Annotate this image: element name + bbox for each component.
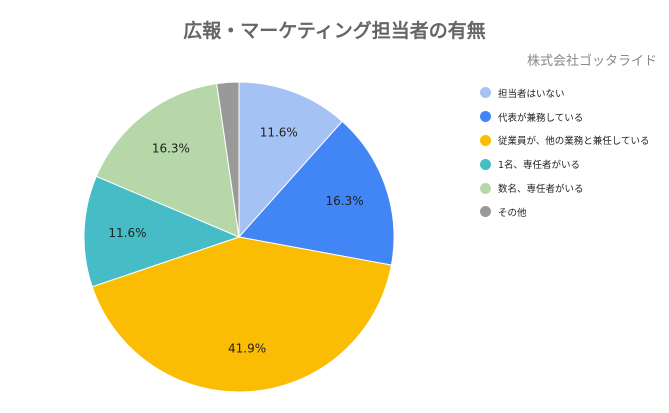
legend-swatch-3 [480, 158, 491, 170]
legend-label-2: 従業員が、他の業務と兼任している [498, 136, 650, 148]
legend: 担当者はいない代表が兼務している従業員が、他の業務と兼任している 1名、専任者がい… [480, 81, 650, 224]
chart-title: 広報・マーケティング担当者の有無 [183, 20, 486, 42]
slice-data-label-1: 16.3% [326, 194, 364, 208]
legend-label-1: 代表が兼務している [498, 112, 584, 124]
legend-swatch-5 [480, 206, 491, 218]
legend-item-4: 数名、専任者がいる [480, 176, 650, 200]
pie-slice-0 [238, 81, 343, 239]
slice-data-label-2: 41.9% [228, 341, 266, 355]
legend-item-2: 従業員が、他の業務と兼任している [480, 129, 650, 153]
slice-data-label-0: 11.6% [260, 126, 298, 140]
slice-data-label-3: 11.6% [108, 226, 146, 240]
legend-swatch-2 [480, 134, 491, 146]
chart-subtitle: 株式会社ゴッタライド [526, 54, 657, 69]
legend-swatch-0 [480, 87, 491, 99]
legend-item-0: 担当者はいない [480, 81, 650, 105]
pie-slice-3 [83, 175, 241, 288]
legend-label-0: 担当者はいない [498, 88, 565, 100]
pie-slice-5 [216, 81, 240, 238]
pie-slice-4 [95, 83, 240, 238]
legend-label-4: 数名、専任者がいる [498, 184, 584, 196]
legend-swatch-1 [480, 111, 491, 123]
legend-item-1: 代表が兼務している [480, 105, 650, 129]
legend-swatch-4 [480, 182, 491, 194]
legend-label-3: 1名、専任者がいる [498, 160, 581, 172]
legend-item-5: その他 [480, 200, 650, 224]
slice-data-label-4: 16.3% [152, 142, 190, 156]
pie-slice-1 [238, 120, 395, 266]
legend-item-3: 1名、専任者がいる [480, 152, 650, 176]
legend-label-5: その他 [498, 207, 527, 219]
pie-slice-2 [91, 236, 393, 393]
